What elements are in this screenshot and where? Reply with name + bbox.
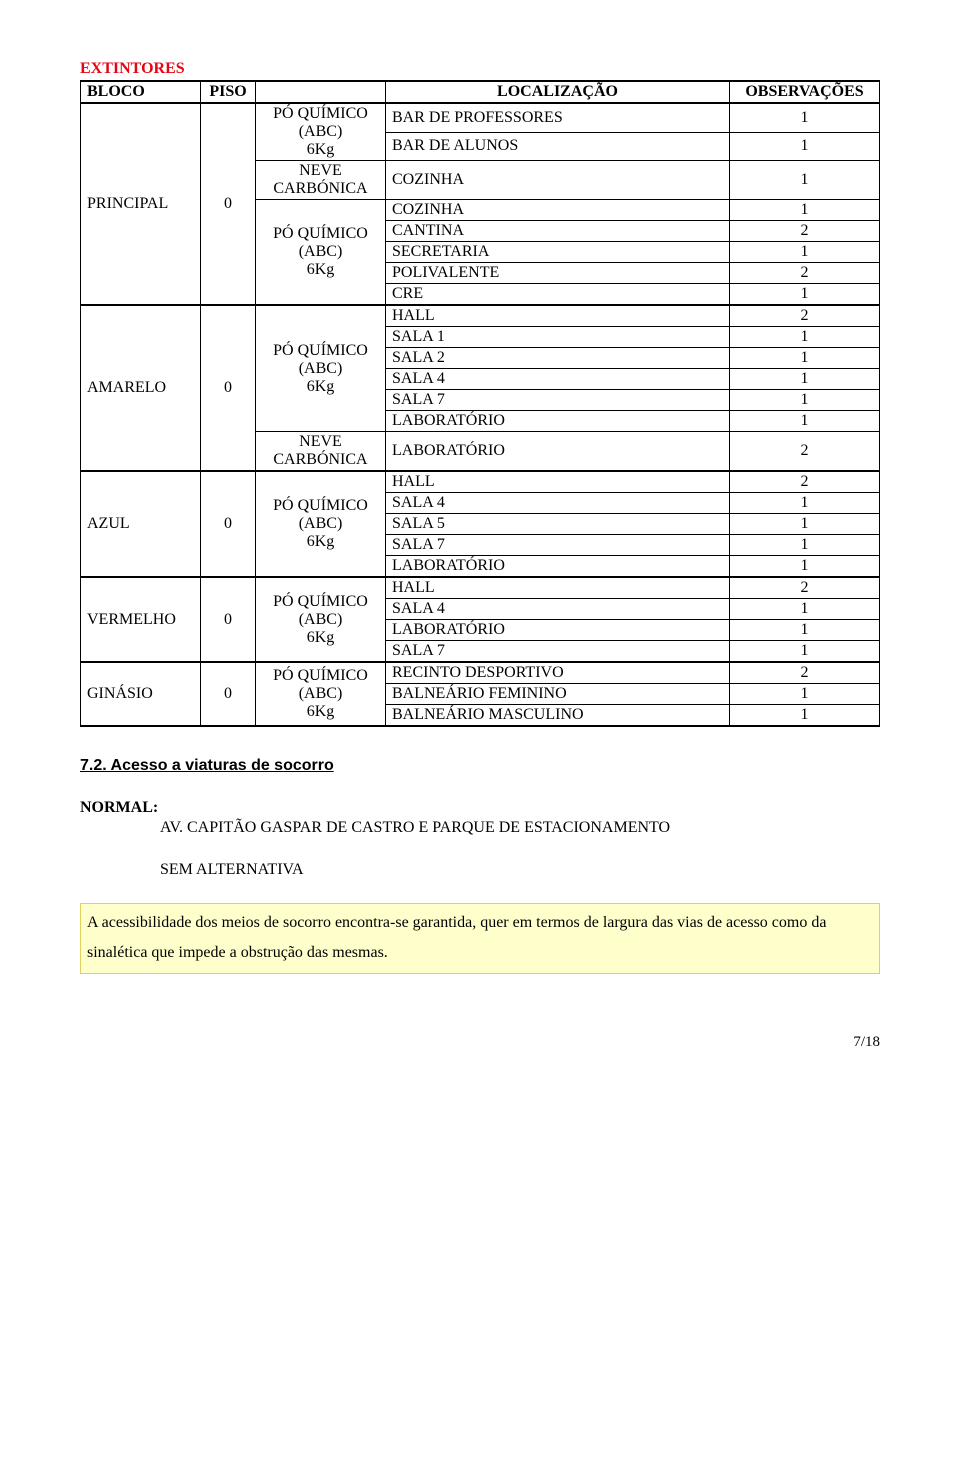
normal-label: NORMAL: xyxy=(80,799,880,817)
cell-local: CRE xyxy=(386,284,730,306)
cell-bloco: GINÁSIO xyxy=(81,662,201,726)
cell-obs: 1 xyxy=(730,200,880,221)
page-number: 7/18 xyxy=(80,1034,880,1051)
cell-local: LABORATÓRIO xyxy=(386,556,730,578)
cell-piso: 0 xyxy=(201,577,256,662)
cell-local: LABORATÓRIO xyxy=(386,432,730,472)
th-obs: OBSERVAÇÕES xyxy=(730,81,880,103)
cell-bloco: VERMELHO xyxy=(81,577,201,662)
cell-obs: 2 xyxy=(730,662,880,684)
cell-local: BAR DE ALUNOS xyxy=(386,132,730,160)
cell-extintor: PÓ QUÍMICO(ABC)6Kg xyxy=(256,305,386,432)
cell-obs: 2 xyxy=(730,263,880,284)
normal-line-1: AV. CAPITÃO GASPAR DE CASTRO E PARQUE DE… xyxy=(160,819,880,837)
cell-obs: 1 xyxy=(730,132,880,160)
cell-extintor: PÓ QUÍMICO(ABC)6Kg xyxy=(256,662,386,726)
cell-local: COZINHA xyxy=(386,200,730,221)
cell-obs: 1 xyxy=(730,620,880,641)
cell-local: SALA 5 xyxy=(386,514,730,535)
title: EXTINTORES xyxy=(80,60,880,78)
cell-extintor: PÓ QUÍMICO(ABC)6Kg xyxy=(256,200,386,306)
cell-piso: 0 xyxy=(201,662,256,726)
cell-local: HALL xyxy=(386,577,730,599)
cell-local: SALA 7 xyxy=(386,390,730,411)
cell-local: SALA 2 xyxy=(386,348,730,369)
cell-bloco: AMARELO xyxy=(81,305,201,471)
th-bloco: BLOCO xyxy=(81,81,201,103)
cell-obs: 2 xyxy=(730,305,880,327)
cell-obs: 1 xyxy=(730,369,880,390)
cell-obs: 1 xyxy=(730,705,880,727)
cell-obs: 2 xyxy=(730,221,880,242)
cell-local: COZINHA xyxy=(386,161,730,200)
cell-local: CANTINA xyxy=(386,221,730,242)
cell-obs: 1 xyxy=(730,284,880,306)
table-row: PRINCIPAL0PÓ QUÍMICO(ABC)6KgBAR DE PROFE… xyxy=(81,103,880,132)
cell-obs: 1 xyxy=(730,493,880,514)
th-ext xyxy=(256,81,386,103)
cell-piso: 0 xyxy=(201,103,256,305)
cell-local: BALNEÁRIO MASCULINO xyxy=(386,705,730,727)
cell-local: HALL xyxy=(386,471,730,493)
cell-obs: 1 xyxy=(730,535,880,556)
cell-obs: 1 xyxy=(730,514,880,535)
cell-local: SALA 7 xyxy=(386,535,730,556)
highlight-box: A acessibilidade dos meios de socorro en… xyxy=(80,903,880,974)
cell-extintor: NEVECARBÓNICA xyxy=(256,161,386,200)
cell-extintor: PÓ QUÍMICO(ABC)6Kg xyxy=(256,577,386,662)
cell-obs: 1 xyxy=(730,411,880,432)
cell-obs: 2 xyxy=(730,577,880,599)
cell-obs: 1 xyxy=(730,242,880,263)
cell-obs: 1 xyxy=(730,161,880,200)
cell-local: SALA 4 xyxy=(386,369,730,390)
cell-extintor: NEVECARBÓNICA xyxy=(256,432,386,472)
cell-local: SALA 1 xyxy=(386,327,730,348)
cell-extintor: PÓ QUÍMICO(ABC)6Kg xyxy=(256,471,386,577)
cell-piso: 0 xyxy=(201,471,256,577)
cell-local: LABORATÓRIO xyxy=(386,620,730,641)
cell-local: BAR DE PROFESSORES xyxy=(386,103,730,132)
table-header-row: BLOCO PISO LOCALIZAÇÃO OBSERVAÇÕES xyxy=(81,81,880,103)
cell-local: LABORATÓRIO xyxy=(386,411,730,432)
cell-obs: 1 xyxy=(730,641,880,663)
cell-local: SECRETARIA xyxy=(386,242,730,263)
cell-local: SALA 4 xyxy=(386,493,730,514)
extintores-table: BLOCO PISO LOCALIZAÇÃO OBSERVAÇÕES PRINC… xyxy=(80,80,880,727)
cell-extintor: PÓ QUÍMICO(ABC)6Kg xyxy=(256,103,386,161)
cell-obs: 1 xyxy=(730,327,880,348)
cell-obs: 2 xyxy=(730,471,880,493)
cell-piso: 0 xyxy=(201,305,256,471)
cell-local: HALL xyxy=(386,305,730,327)
th-local: LOCALIZAÇÃO xyxy=(386,81,730,103)
cell-obs: 1 xyxy=(730,599,880,620)
cell-bloco: AZUL xyxy=(81,471,201,577)
cell-local: POLIVALENTE xyxy=(386,263,730,284)
cell-obs: 2 xyxy=(730,432,880,472)
cell-local: SALA 7 xyxy=(386,641,730,663)
cell-local: BALNEÁRIO FEMININO xyxy=(386,684,730,705)
section-heading: 7.2. Acesso a viaturas de socorro xyxy=(80,757,880,775)
cell-obs: 1 xyxy=(730,556,880,578)
normal-line-2: SEM ALTERNATIVA xyxy=(160,861,880,879)
table-row: AMARELO0PÓ QUÍMICO(ABC)6KgHALL2 xyxy=(81,305,880,327)
cell-obs: 1 xyxy=(730,348,880,369)
cell-bloco: PRINCIPAL xyxy=(81,103,201,305)
cell-local: SALA 4 xyxy=(386,599,730,620)
table-row: AZUL0PÓ QUÍMICO(ABC)6KgHALL2 xyxy=(81,471,880,493)
table-row: GINÁSIO0PÓ QUÍMICO(ABC)6KgRECINTO DESPOR… xyxy=(81,662,880,684)
cell-obs: 1 xyxy=(730,390,880,411)
cell-obs: 1 xyxy=(730,103,880,132)
th-piso: PISO xyxy=(201,81,256,103)
cell-obs: 1 xyxy=(730,684,880,705)
cell-local: RECINTO DESPORTIVO xyxy=(386,662,730,684)
table-row: VERMELHO0PÓ QUÍMICO(ABC)6KgHALL2 xyxy=(81,577,880,599)
